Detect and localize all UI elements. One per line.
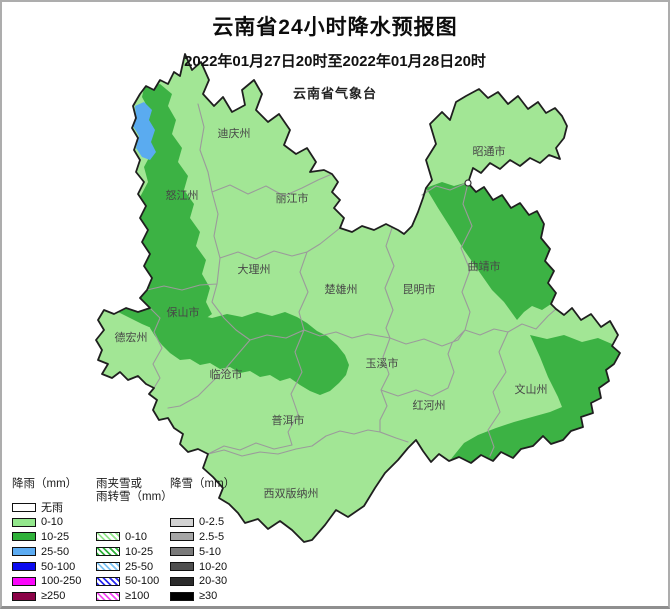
legend-column-title: 降雨（mm） [12,478,78,490]
legend-swatch [170,532,194,542]
province-area [96,54,620,542]
region-label: 迪庆州 [218,126,251,140]
legend-column: 降雪（mm） 0-2.5 2.5-5 5-10 10-20 20-30 ≥30 [170,478,236,602]
region-label: 普洱市 [272,413,305,427]
legend-row: 10-25 [96,544,159,559]
legend-label: 10-20 [199,560,228,573]
legend-swatch [96,562,120,572]
legend-label: 5-10 [199,545,222,558]
region-label: 大理州 [238,262,271,276]
legend-swatch [96,547,120,557]
legend-row: 50-100 [12,559,81,574]
rain-patch-wenshan [451,335,620,463]
legend-column-title: 雨夹雪或 [96,478,142,490]
legend-column-title-line2: 雨转雪（mm） [96,491,173,503]
region-label: 楚雄州 [325,282,358,296]
legend-swatch [12,591,36,601]
legend-label: 25-50 [125,560,154,573]
legend-column: 降雨（mm） 无雨 0-10 10-25 25-50 50-100 100-250 ≥250 [12,478,81,602]
legend-swatch [96,532,120,542]
legend-label: 10-25 [41,530,70,543]
legend-column-title: 降雪（mm） [170,478,236,490]
boundary-junction-marker [464,179,472,187]
legend-label: 2.5-5 [199,530,225,543]
legend-column: 雨夹雪或 雨转雪（mm） 0-10 10-25 25-50 50-100 ≥100 [96,478,173,602]
legend-swatch [12,547,36,557]
region-label: 怒江州 [166,188,199,202]
rain-patch-qujing [426,182,556,320]
rain-band-central [150,312,349,395]
legend-row: 50-100 [96,574,159,589]
legend-swatch [170,562,194,572]
legend-row: 25-50 [12,544,81,559]
rain-band-west [98,84,212,334]
legend-swatch [170,517,194,527]
legend-row: ≥100 [96,589,159,604]
legend-row: 20-30 [170,574,227,589]
legend-label: 50-100 [125,575,160,588]
legend-row: 0-2.5 [170,515,227,530]
legend-label: 10-25 [125,545,154,558]
region-label: 昭通市 [473,144,506,158]
region-label: 丽江市 [276,191,309,205]
region-label: 昆明市 [403,282,436,296]
region-label: 红河州 [413,399,446,412]
legend-swatch [12,562,36,572]
legend-swatch [12,576,36,586]
region-label: 文山州 [515,382,548,396]
legend-row: 10-20 [170,559,227,574]
legend-row: 10-25 [12,530,81,545]
legend-row: 25-50 [96,559,159,574]
region-label: 玉溪市 [366,356,399,370]
prefecture-boundaries [146,103,557,457]
legend-label: 20-30 [199,575,228,588]
legend-row: ≥250 [12,589,81,604]
legend-label: ≥250 [41,590,66,603]
legend-row: 5-10 [170,544,227,559]
legend-swatch [170,547,194,557]
legend-label: 0-10 [125,530,148,543]
province-outline [95,53,621,543]
legend-row: 2.5-5 [170,530,227,545]
legend-label: 25-50 [41,545,70,558]
precipitation-legend: 降雨（mm） 无雨 0-10 10-25 25-50 50-100 100-250 ≥250 雨… [12,478,342,606]
legend-label: ≥30 [199,590,218,603]
legend-label: 100-250 [41,575,82,588]
legend-swatch [12,532,36,542]
legend-row: 100-250 [12,574,81,589]
legend-row: 0-10 [12,515,81,530]
legend-swatch [12,502,36,512]
region-label: 保山市 [167,305,200,319]
legend-label: 0-2.5 [199,516,225,529]
legend-row: ≥30 [170,589,227,604]
legend-swatch [12,517,36,527]
legend-swatch [96,591,120,601]
legend-swatch [96,576,120,586]
region-label: 临沧市 [210,367,243,381]
legend-label: 0-10 [41,516,64,529]
legend-swatch [170,591,194,601]
legend-label: 无雨 [41,502,63,515]
rain-patch-blue-northwest [133,102,156,160]
legend-label: 50-100 [41,560,76,573]
legend-row: 0-10 [96,530,159,545]
region-label: 德宏州 [115,330,148,344]
legend-swatch [170,576,194,586]
region-label: 曲靖市 [468,259,501,273]
legend-row: 无雨 [12,500,81,515]
region-label: 西双版纳州 [264,486,319,500]
legend-label: ≥100 [125,590,150,603]
